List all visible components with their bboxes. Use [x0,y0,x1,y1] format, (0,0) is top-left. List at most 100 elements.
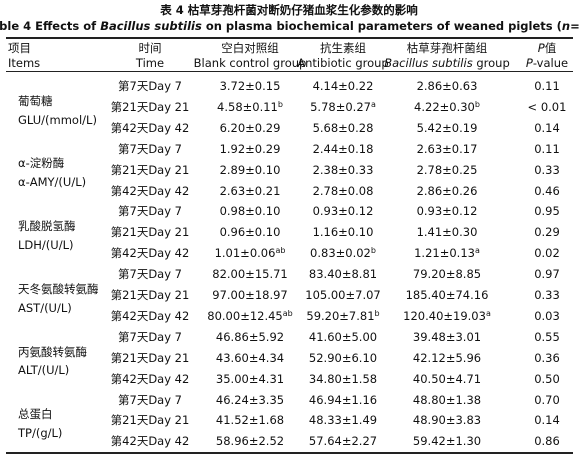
header-text: 枯草芽孢杆菌组 [406,41,488,55]
item-zh: 乳酸脱氢酶 [18,219,76,234]
header-text: 时间 [138,41,162,55]
value: 43.60±4.34 [215,350,285,365]
p-value: 0.55 [534,329,560,344]
value-cell: 1.01±0.06ab [215,246,286,260]
time: 第42天Day 42 [110,434,190,449]
value: 59.42±1.30 [412,434,482,449]
value-cell: 46.86±5.92 [216,330,284,344]
value: 46.86±5.92 [215,329,285,344]
title-part: on plasma biochemical parameters of wean… [201,19,562,33]
time: 第42天Day 42 [110,120,190,135]
value-cell: 1.16±0.10 [313,225,374,239]
item-zh: 丙氨酸转氨酶 [18,344,87,359]
header-zh: 空白对照组 [221,41,279,55]
value-cell: 35.00±4.31 [216,372,284,386]
p-value: 0.14 [534,120,560,135]
value-cell: 97.00±18.97 [212,288,287,302]
value: 0.96±0.10 [219,225,281,240]
value: 40.50±4.71 [412,371,482,386]
time: 第7天Day 7 [118,79,182,93]
p-value: 0.86 [534,434,560,449]
value: 1.01±0.06 [214,246,276,261]
time: 第42天Day 42 [110,371,190,386]
header-text: Blank control group [193,56,307,70]
title-part: n [561,19,571,33]
value-cell: 79.20±8.85 [413,267,481,281]
title-part: =5) [570,19,579,33]
value-cell: 52.90±6.10 [309,351,377,365]
value: 5.78±0.27 [310,99,371,114]
header-en: Antibiotic group [297,56,388,70]
significance: ab [275,246,286,256]
header-text: Antibiotic group [297,56,389,70]
value: 58.96±2.52 [215,434,285,449]
value-cell: 4.22±0.30b [414,100,480,114]
value-cell: 46.24±3.35 [216,393,284,407]
value: 52.90±6.10 [308,350,378,365]
value: 46.24±3.35 [215,392,285,407]
title-part: Bacillus subtilis [100,19,202,33]
value-cell: 83.40±8.81 [309,267,377,281]
significance: b [374,308,380,318]
header-text: 空白对照组 [221,41,279,55]
value: 105.00±7.07 [305,288,381,302]
p-value: 0.95 [534,204,560,219]
header-text: -value [532,56,569,70]
value-cell: 42.12±5.96 [413,351,481,365]
value: 185.40±74.16 [405,288,489,302]
value-cell: 48.80±1.38 [413,393,481,407]
item-zh: 总蛋白 [18,407,53,422]
value: 1.92±0.29 [219,141,281,156]
time: 第21天Day 21 [110,413,190,428]
significance: b [277,99,283,109]
item-en: TP/(g/L) [18,426,63,441]
value: 83.40±8.81 [308,267,378,282]
significance: b [474,99,480,109]
value: 4.22±0.30 [414,99,475,114]
value: 2.89±0.10 [219,162,281,177]
value: 59.20±7.81 [306,308,375,323]
value-cell: 41.60±5.00 [309,330,377,344]
header-text: 抗生素组 [320,41,366,55]
p-value: 0.50 [534,371,560,386]
value: 0.83±0.02 [310,246,371,261]
value-cell: 46.94±1.16 [309,393,377,407]
value-cell: 105.00±7.07 [305,288,380,302]
header-en: Time [136,56,164,70]
time: 第21天Day 21 [110,225,190,240]
p-value: 0.46 [534,183,560,198]
item-zh: 葡萄糖 [18,93,53,108]
p-value: 0.33 [534,288,560,302]
value: 35.00±4.31 [215,371,285,386]
value: 0.93±0.12 [416,204,478,219]
value-cell: 3.72±0.15 [220,79,281,93]
value: 2.86±0.26 [416,183,478,198]
value-cell: 2.63±0.17 [417,142,478,156]
header-en: Bacillus subtilis group [384,56,510,70]
significance: ab [282,308,293,318]
value: 41.52±1.68 [215,413,285,428]
value-cell: 34.80±1.58 [309,372,377,386]
header-en: Blank control group [194,56,307,70]
header-text: Items [8,56,41,70]
time: 第21天Day 21 [110,162,190,177]
value: 42.12±5.96 [412,350,482,365]
header-zh: 抗生素组 [320,41,366,55]
value-cell: 48.33±1.49 [309,413,377,427]
item-zh: 天冬氨酸转氨酶 [18,281,99,296]
value-cell: 2.78±0.08 [313,184,374,198]
p-value: 0.02 [534,246,560,261]
value-cell: 4.58±0.11b [217,100,283,114]
item-en: GLU/(mmol/L) [18,112,97,127]
value-cell: 1.21±0.13a [414,246,480,260]
value-cell: 4.14±0.22 [313,79,374,93]
header-text: group [472,56,510,70]
header-text: P [525,56,533,70]
p-value: 0.33 [534,162,560,177]
value-cell: 43.60±4.34 [216,351,284,365]
time: 第42天Day 42 [110,183,190,198]
value-cell: 59.42±1.30 [413,434,481,448]
significance: a [485,308,491,318]
p-value: 0.11 [534,141,560,156]
time: 第42天Day 42 [110,246,190,261]
